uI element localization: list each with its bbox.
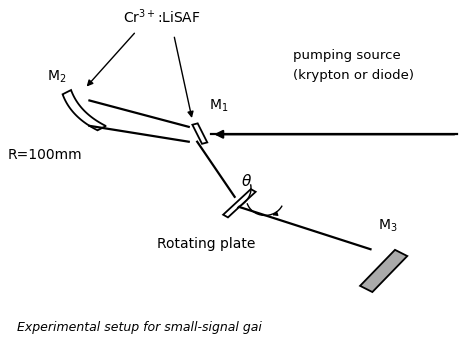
Text: M$_3$: M$_3$ — [377, 218, 397, 234]
Polygon shape — [360, 250, 407, 292]
Text: Cr$^{3+}$:LiSAF: Cr$^{3+}$:LiSAF — [123, 8, 201, 26]
Polygon shape — [63, 90, 106, 130]
Text: Rotating plate: Rotating plate — [157, 237, 256, 251]
Text: M$_2$: M$_2$ — [47, 69, 67, 85]
Text: (krypton or diode): (krypton or diode) — [293, 69, 414, 82]
Text: pumping source: pumping source — [293, 49, 401, 62]
Text: M$_1$: M$_1$ — [209, 98, 228, 114]
Polygon shape — [192, 124, 207, 144]
Text: Experimental setup for small-signal gai: Experimental setup for small-signal gai — [17, 321, 262, 334]
Polygon shape — [223, 189, 255, 217]
Text: θ: θ — [242, 174, 251, 189]
Text: R=100mm: R=100mm — [8, 148, 82, 161]
